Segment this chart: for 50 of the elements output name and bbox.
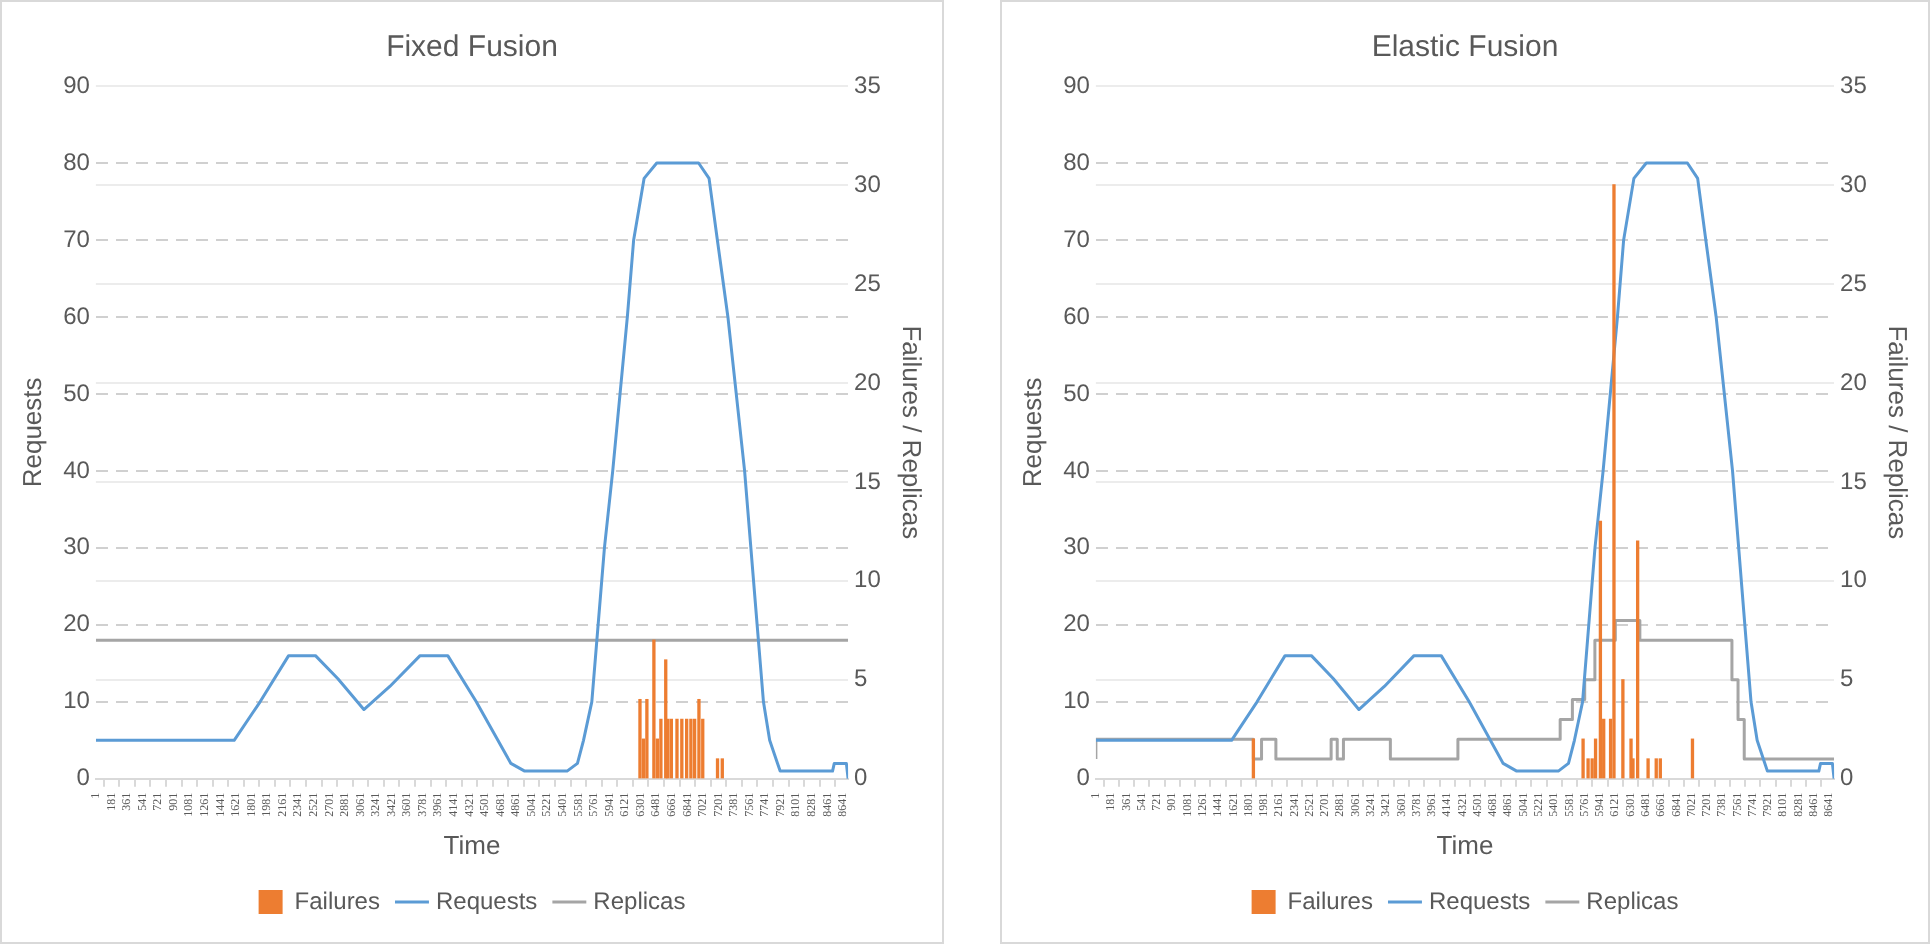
y-tick-label: 90 xyxy=(63,70,91,99)
y2-tick-label: 20 xyxy=(854,367,882,396)
x-axis-title: Time xyxy=(443,829,501,860)
y-tick-label: 90 xyxy=(1063,70,1091,99)
y2-tick-label: 25 xyxy=(854,268,882,297)
y2-tick-label: 35 xyxy=(854,70,882,99)
y-tick-label: 70 xyxy=(1063,224,1091,253)
y-tick-label: 20 xyxy=(1063,609,1091,638)
legend-label: Requests xyxy=(435,886,538,915)
legend-label: Requests xyxy=(1428,886,1531,915)
y-tick-label: 80 xyxy=(63,147,91,176)
y-axis-title: Requests xyxy=(16,376,47,488)
y2-tick-label: 0 xyxy=(1840,763,1855,792)
y2-axis-title: Failures / Replicas xyxy=(897,325,928,541)
chart-title: Elastic Fusion xyxy=(1371,30,1559,65)
y-axis-title: Requests xyxy=(1016,376,1047,488)
y2-tick-label: 15 xyxy=(854,466,882,495)
y-tick-label: 70 xyxy=(63,224,91,253)
y-tick-label: 50 xyxy=(1063,378,1091,407)
y2-tick-label: 20 xyxy=(1840,367,1868,396)
y-tick-label: 0 xyxy=(76,763,91,792)
legend-label: Failures xyxy=(1287,886,1373,915)
y2-tick-label: 10 xyxy=(1840,565,1868,594)
legend-label: Replicas xyxy=(593,886,686,915)
y-tick-label: 60 xyxy=(1063,301,1091,330)
y2-tick-label: 0 xyxy=(854,763,869,792)
y-tick-label: 30 xyxy=(63,532,91,561)
y-tick-label: 40 xyxy=(63,455,91,484)
legend-label: Replicas xyxy=(1586,886,1679,915)
y-tick-label: 50 xyxy=(63,378,91,407)
y2-tick-label: 35 xyxy=(1840,70,1868,99)
y-tick-label: 0 xyxy=(1076,763,1091,792)
y2-tick-label: 5 xyxy=(854,664,869,693)
x-axis-title: Time xyxy=(1436,829,1494,860)
y-tick-label: 20 xyxy=(63,609,91,638)
y-tick-label: 10 xyxy=(63,686,91,715)
y2-axis-title: Failures / Replicas xyxy=(1883,325,1914,541)
y-tick-label: 30 xyxy=(1063,532,1091,561)
y2-tick-label: 30 xyxy=(854,169,882,198)
y2-tick-label: 25 xyxy=(1840,268,1868,297)
y-tick-label: 80 xyxy=(1063,147,1091,176)
y2-tick-label: 15 xyxy=(1840,466,1868,495)
y-tick-label: 40 xyxy=(1063,455,1091,484)
y2-tick-label: 5 xyxy=(1840,664,1855,693)
y-tick-label: 60 xyxy=(63,301,91,330)
y-tick-label: 10 xyxy=(1063,686,1091,715)
y2-tick-label: 10 xyxy=(854,565,882,594)
legend-label: Failures xyxy=(294,886,380,915)
y2-tick-label: 30 xyxy=(1840,169,1868,198)
chart-title: Fixed Fusion xyxy=(386,30,558,65)
